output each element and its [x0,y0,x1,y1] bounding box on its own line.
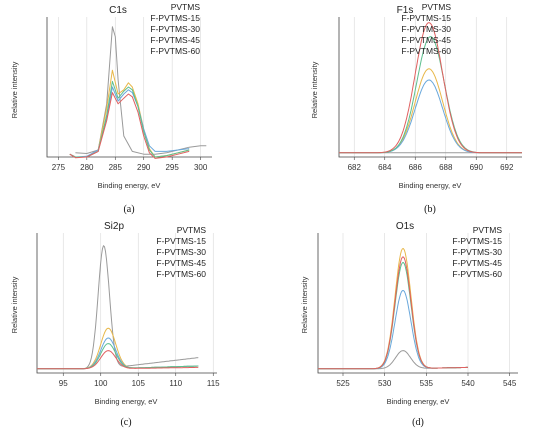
series-line-f-pvtms-15 [69,69,190,158]
series-line-f-pvtms-45 [37,343,199,370]
series-line-f-pvtms-30 [339,79,522,154]
x-tick-label: 686 [409,163,423,172]
axis-frame [36,233,217,374]
x-tick-label: 285 [109,163,123,172]
x-axis-label: Binding energy, eV [399,181,462,190]
series-line-f-pvtms-15 [37,327,199,370]
x-axis-label: Binding energy, eV [95,397,158,406]
legend-entry-pvtms: PVTMS [422,2,452,12]
series-line-f-pvtms-30 [69,86,190,158]
legend-entry-pvtms: PVTMS [177,225,207,235]
legend-entry-f-pvtms-45: F-PVTMS-45 [156,258,206,268]
x-tick-label: 688 [439,163,453,172]
series-line-f-pvtms-30 [37,337,199,370]
panel-caption: (c) [120,417,131,428]
legend-entry-f-pvtms-45: F-PVTMS-45 [452,258,502,268]
x-tick-label: 692 [500,163,514,172]
x-tick-label: 290 [137,163,151,172]
legend-entry-f-pvtms-15: F-PVTMS-15 [452,236,502,246]
y-axis-label: Relative intensity [10,61,19,118]
x-tick-label: 690 [470,163,484,172]
x-axis-label: Binding energy, eV [387,397,450,406]
legend-entry-f-pvtms-15: F-PVTMS-15 [156,236,206,246]
legend-entry-f-pvtms-30: F-PVTMS-30 [401,24,451,34]
x-tick-label: 100 [94,379,108,388]
series-line-f-pvtms-60 [318,256,468,370]
x-tick-label: 115 [207,379,220,388]
axis-frame [338,17,522,158]
legend-entry-f-pvtms-15: F-PVTMS-15 [150,13,200,23]
legend-entry-f-pvtms-60: F-PVTMS-60 [156,269,206,279]
x-tick-label: 275 [52,163,66,172]
x-tick-label: 110 [169,379,182,388]
x-tick-label: 545 [503,379,517,388]
x-axis-label: Binding energy, eV [98,181,161,190]
legend-entry-f-pvtms-30: F-PVTMS-30 [452,247,502,257]
x-tick-label: 300 [194,163,208,172]
legend-entry-f-pvtms-45: F-PVTMS-45 [150,35,200,45]
y-axis-label: Relative intensity [310,61,319,118]
x-tick-label: 95 [59,379,68,388]
legend-entry-pvtms: PVTMS [473,225,503,235]
legend-entry-f-pvtms-60: F-PVTMS-60 [452,269,502,279]
x-tick-label: 105 [132,379,146,388]
panel-title: O1s [396,221,414,232]
legend-entry-f-pvtms-45: F-PVTMS-45 [401,35,451,45]
x-tick-label: 540 [461,379,475,388]
x-tick-label: 535 [420,379,434,388]
legend-entry-f-pvtms-30: F-PVTMS-30 [150,24,200,34]
legend-entry-f-pvtms-60: F-PVTMS-60 [150,46,200,56]
x-tick-label: 684 [378,163,392,172]
legend-entry-f-pvtms-15: F-PVTMS-15 [401,13,451,23]
panel-caption: (a) [123,204,134,215]
panel-title: F1s [397,5,414,16]
legend-entry-pvtms: PVTMS [171,2,201,12]
legend-entry-f-pvtms-60: F-PVTMS-60 [401,46,451,56]
x-tick-label: 530 [378,379,392,388]
panel-title: C1s [109,5,127,16]
y-axis-label: Relative intensity [10,276,19,333]
panel-title: Si2p [104,221,124,232]
series-line-pvtms [318,350,468,370]
series-line-f-pvtms-30 [318,290,468,370]
x-tick-label: 682 [348,163,362,172]
legend-entry-f-pvtms-30: F-PVTMS-30 [156,247,206,257]
axis-frame [317,233,518,374]
y-axis-label: Relative intensity [300,276,309,333]
series-line-f-pvtms-15 [339,68,522,154]
x-tick-label: 280 [80,163,94,172]
x-tick-label: 295 [165,163,179,172]
x-tick-label: 525 [336,379,350,388]
series-line-f-pvtms-60 [69,92,190,159]
panel-caption: (b) [424,204,436,215]
series-line-f-pvtms-60 [37,350,199,370]
series-line-f-pvtms-60 [339,22,522,154]
panel-caption: (d) [412,417,424,428]
series-line-f-pvtms-15 [318,248,468,370]
